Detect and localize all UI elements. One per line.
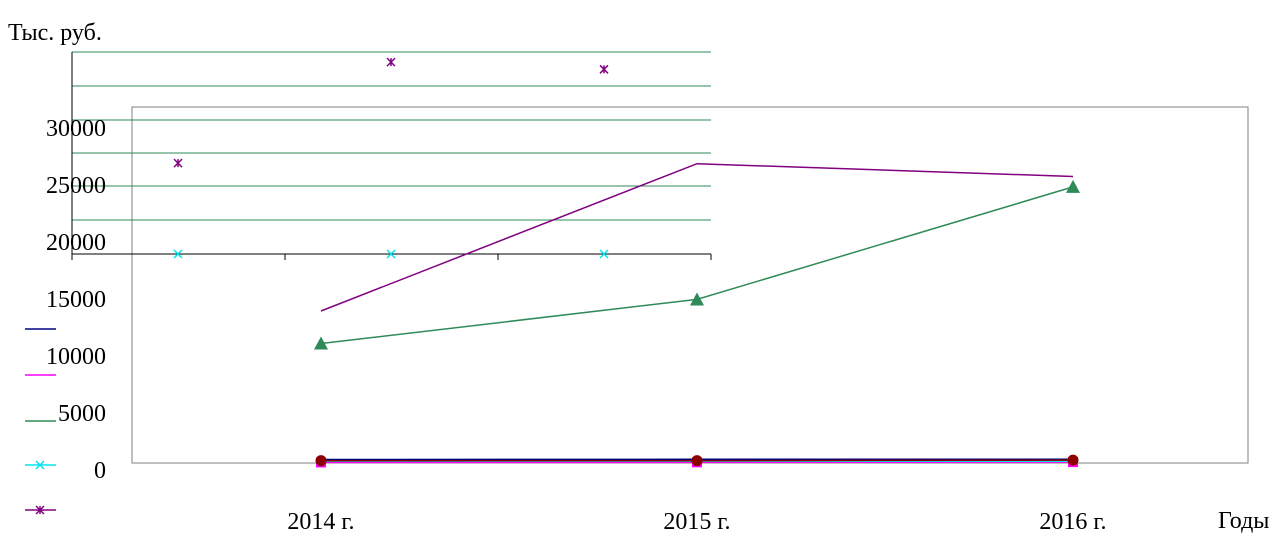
series-point	[690, 292, 704, 306]
plot-area	[131, 106, 1249, 464]
x-stroke	[386, 249, 396, 259]
series-point	[1067, 454, 1079, 466]
overlay-x-point	[599, 249, 609, 259]
x-tick-label: 2016 г.	[1039, 509, 1106, 535]
overlay-x-point	[386, 249, 396, 259]
series-point	[315, 455, 327, 467]
y-tick-label: 20000	[46, 230, 106, 256]
series-point	[691, 455, 703, 467]
series-point	[1066, 179, 1080, 193]
overlay-chart	[71, 51, 712, 260]
legend-marker	[35, 460, 45, 470]
x-stroke	[35, 460, 45, 470]
legend-entry	[25, 505, 56, 515]
legend	[25, 328, 56, 515]
legend-marker	[35, 505, 45, 515]
x-stroke	[599, 249, 609, 259]
overlay-star-point	[173, 158, 183, 168]
y-tick-labels: 0 5000 10000 15000 20000 25000 30000	[46, 116, 106, 484]
x-tick-labels: 2014 г. 2015 г. 2016 г.	[287, 509, 1106, 535]
x-axis-label: Годы	[1218, 508, 1269, 534]
series-point	[314, 336, 328, 350]
y-tick-label: 5000	[58, 401, 106, 427]
series-line	[320, 186, 1074, 345]
overlay-x-point	[173, 249, 183, 259]
y-tick-label: 30000	[46, 116, 106, 142]
y-tick-label: 10000	[46, 344, 106, 370]
y-tick-label: 0	[94, 458, 106, 484]
y-tick-label: 15000	[46, 287, 106, 313]
y-tick-label: 25000	[46, 173, 106, 199]
y-axis-label: Тыс. руб.	[8, 20, 102, 46]
series-group	[314, 162, 1080, 468]
x-tick-label: 2014 г.	[287, 509, 354, 535]
legend-entry	[25, 460, 56, 470]
overlay-star-point	[386, 57, 396, 67]
x-tick-label: 2015 г.	[663, 509, 730, 535]
x-stroke	[173, 249, 183, 259]
series-line	[320, 162, 1074, 312]
overlay-star-point	[599, 64, 609, 74]
